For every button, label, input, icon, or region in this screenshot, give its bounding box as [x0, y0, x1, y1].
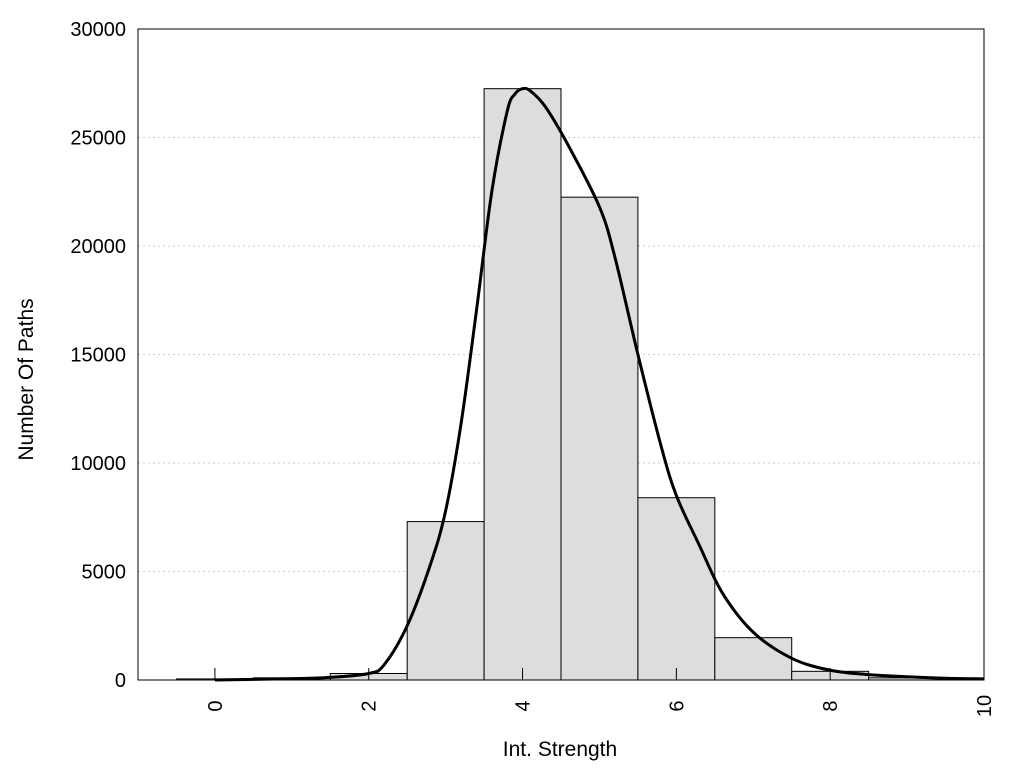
x-axis-ticks: 0 2 4 6 8 10 — [205, 668, 996, 717]
density-curve-layer — [214, 86, 985, 682]
histogram-bar — [637, 497, 716, 681]
histogram-bars — [175, 88, 947, 681]
x-tick-label: 10 — [974, 695, 996, 717]
y-axis-label: Number Of Paths — [15, 298, 38, 460]
y-tick-label: 5000 — [82, 562, 127, 584]
y-tick-label: 30000 — [70, 19, 126, 41]
histogram-bar — [483, 88, 562, 681]
density-curve — [214, 86, 985, 682]
y-tick-label: 0 — [115, 670, 126, 692]
grid-lines — [138, 137, 984, 572]
x-tick-label: 0 — [205, 700, 227, 711]
y-tick-label: 10000 — [70, 453, 126, 475]
y-tick-label: 20000 — [70, 236, 126, 258]
x-tick-label: 6 — [666, 700, 688, 711]
histogram-bar — [714, 637, 793, 681]
x-tick-label: 4 — [513, 700, 535, 711]
y-tick-label: 25000 — [70, 128, 126, 150]
histogram-bar — [560, 196, 639, 681]
y-tick-label: 15000 — [70, 345, 126, 367]
y-axis-ticks: 0 5000 10000 15000 20000 25000 30000 — [70, 19, 126, 692]
x-tick-label: 8 — [820, 700, 842, 711]
x-axis-label: Int. Strength — [503, 738, 617, 761]
plot-frame — [137, 28, 985, 681]
x-tick-label: 2 — [359, 700, 381, 711]
